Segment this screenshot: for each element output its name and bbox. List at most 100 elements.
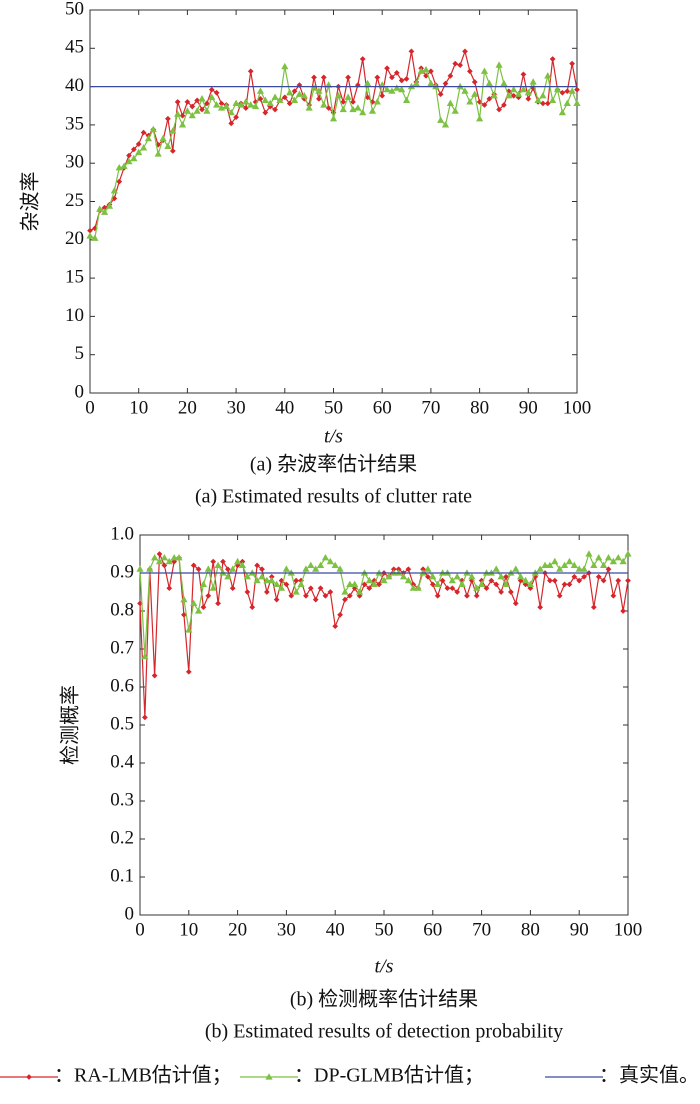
marker	[414, 584, 422, 591]
y-tick-label: 0.3	[110, 789, 134, 810]
y-tick-label: 0.9	[110, 561, 134, 582]
marker	[549, 56, 556, 62]
marker	[322, 592, 329, 599]
marker	[448, 576, 456, 584]
marker	[380, 576, 388, 584]
marker	[178, 121, 187, 128]
marker	[120, 162, 128, 169]
marker	[464, 592, 470, 599]
marker	[493, 581, 500, 588]
marker	[434, 580, 442, 587]
marker	[478, 580, 486, 587]
marker	[624, 550, 632, 557]
marker	[208, 86, 215, 93]
marker	[247, 101, 255, 108]
marker	[585, 550, 593, 557]
x-tick-label: 100	[614, 919, 643, 940]
x-tick-label: 10	[129, 397, 148, 418]
marker	[614, 554, 622, 561]
marker	[466, 98, 474, 105]
marker	[205, 592, 212, 599]
marker	[213, 101, 221, 108]
marker	[361, 581, 368, 588]
marker	[514, 90, 523, 97]
x-axis-label: t/s	[375, 956, 394, 978]
marker	[505, 91, 513, 99]
marker	[256, 87, 265, 94]
marker	[281, 62, 289, 70]
marker	[544, 100, 551, 107]
marker	[312, 565, 320, 572]
marker	[354, 104, 362, 111]
marker	[444, 585, 451, 592]
marker	[625, 577, 631, 584]
x-tick-label: 50	[324, 397, 343, 418]
marker	[437, 116, 445, 123]
marker	[116, 178, 123, 185]
marker	[96, 205, 104, 212]
marker	[184, 98, 191, 105]
marker	[439, 577, 446, 584]
y-tick-label: 0.5	[110, 713, 134, 734]
marker	[286, 88, 294, 96]
x-tick-label: 70	[472, 919, 491, 940]
marker	[571, 573, 578, 580]
marker	[399, 573, 408, 580]
marker	[384, 65, 391, 72]
marker	[561, 581, 568, 588]
x-tick-label: 100	[563, 397, 592, 418]
marker	[517, 573, 525, 580]
marker	[447, 72, 454, 79]
marker	[273, 580, 281, 587]
marker	[480, 67, 489, 74]
marker	[315, 95, 322, 102]
marker	[580, 565, 588, 572]
marker	[441, 121, 450, 128]
marker	[311, 74, 317, 81]
marker	[524, 88, 532, 96]
marker	[351, 580, 359, 587]
marker	[346, 580, 354, 587]
marker	[276, 96, 284, 103]
x-tick-label: 40	[326, 919, 345, 940]
caption-en: (b) Estimated results of detection proba…	[205, 1021, 563, 1043]
marker	[402, 96, 411, 103]
marker	[214, 561, 222, 568]
marker	[165, 557, 173, 565]
marker	[141, 714, 148, 721]
caption-en: (a) Estimated results of clutter rate	[195, 486, 472, 508]
marker	[329, 114, 338, 122]
marker	[541, 561, 549, 568]
marker	[560, 561, 569, 568]
marker	[490, 91, 498, 99]
marker	[175, 554, 183, 561]
marker	[458, 580, 466, 587]
marker	[199, 106, 205, 113]
marker	[558, 108, 566, 116]
x-tick-label: 0	[135, 919, 145, 940]
marker	[512, 565, 520, 572]
marker	[356, 588, 364, 595]
marker	[429, 573, 437, 580]
y-tick-label: 0.6	[110, 675, 134, 696]
marker	[149, 125, 157, 133]
marker	[281, 94, 288, 101]
marker	[556, 592, 563, 599]
marker	[500, 79, 508, 87]
marker	[346, 592, 353, 599]
marker	[334, 91, 342, 99]
marker	[510, 85, 518, 93]
marker	[429, 581, 436, 588]
marker	[144, 134, 153, 142]
marker	[457, 62, 464, 69]
marker	[551, 577, 558, 584]
marker	[373, 98, 381, 105]
y-tick-label: 45	[65, 37, 84, 58]
marker	[449, 585, 456, 592]
marker	[620, 608, 627, 614]
marker	[232, 99, 240, 107]
marker	[238, 561, 247, 568]
marker	[253, 576, 261, 584]
marker	[427, 68, 434, 75]
